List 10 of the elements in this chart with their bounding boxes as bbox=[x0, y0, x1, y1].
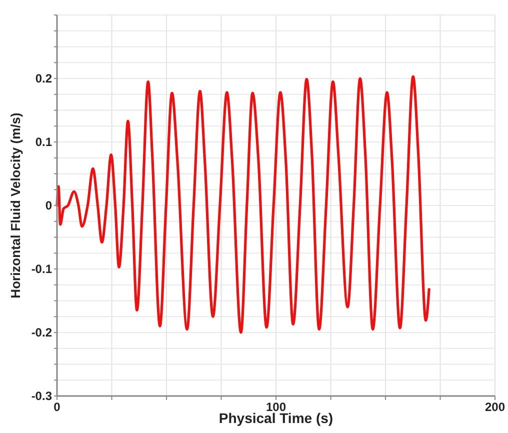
x-tick-label: 0 bbox=[54, 400, 61, 414]
y-tick-label: 0.1 bbox=[35, 135, 52, 149]
y-tick-label: -0.1 bbox=[31, 262, 52, 276]
line-series bbox=[56, 75, 430, 334]
y-tick-label: -0.3 bbox=[31, 389, 52, 403]
y-tick-label: 0.2 bbox=[35, 72, 52, 86]
y-tick-label: 0 bbox=[45, 198, 52, 212]
y-tick-label: -0.2 bbox=[31, 326, 52, 340]
x-tick-label: 200 bbox=[484, 400, 506, 414]
y-axis-title: Horizontal Fluid Velocity (m/s) bbox=[8, 112, 23, 298]
